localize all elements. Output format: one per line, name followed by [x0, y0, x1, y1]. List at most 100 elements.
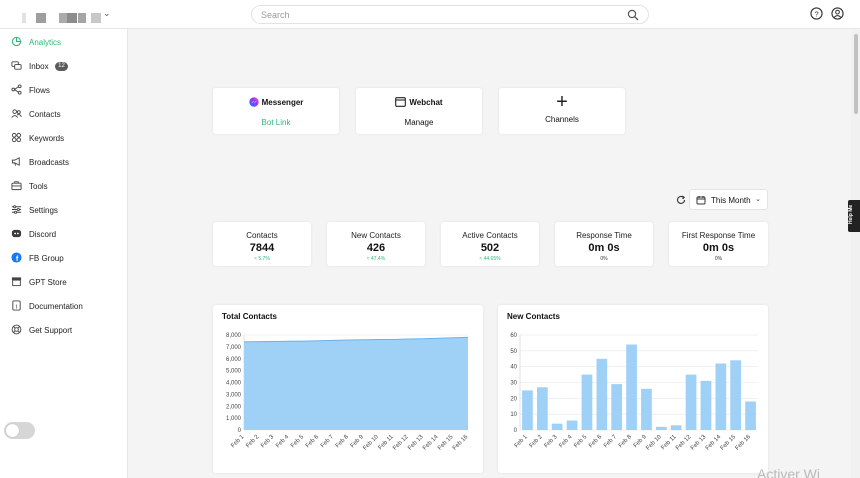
total-contacts-chart: 0 1,000 2,000 3,000 4,000 5,000 6,000 7,000 8,00…	[226, 333, 470, 452]
sidebar: Analytics Inbox 12 Flows Contacts Keywor…	[0, 29, 128, 478]
bar	[551, 423, 563, 430]
chart-title: Total Contacts	[222, 312, 277, 321]
sidebar-item-gpt-store[interactable]: GPT Store	[0, 273, 127, 293]
keywords-icon	[11, 132, 22, 143]
support-icon	[11, 324, 22, 335]
inbox-icon	[11, 61, 22, 70]
scrollbar-thumb[interactable]	[854, 34, 858, 114]
sidebar-item-label: Tools	[29, 182, 48, 191]
sidebar-item-label: Flows	[29, 86, 50, 95]
sidebar-item-settings[interactable]: Settings	[0, 201, 127, 221]
stat-change: 0%	[600, 256, 608, 262]
y-tick-label: 5,000	[226, 369, 242, 375]
sidebar-item-documentation[interactable]: i Documentation	[0, 297, 127, 317]
bar	[581, 374, 593, 430]
x-tick-label: Feb 3	[544, 434, 560, 450]
messenger-title: Messenger	[213, 97, 339, 107]
flows-icon	[11, 84, 22, 95]
analytics-icon	[11, 36, 22, 47]
page-scrollbar[interactable]	[851, 30, 860, 478]
bar	[685, 374, 697, 430]
theme-toggle[interactable]	[4, 422, 35, 439]
settings-icon	[11, 205, 22, 214]
stat-change: 0%	[714, 256, 723, 262]
sidebar-item-fb-group[interactable]: f FB Group	[0, 249, 127, 269]
y-tick-label: 30	[510, 381, 517, 387]
add-channel-card[interactable]: + Channels	[499, 88, 625, 134]
sidebar-item-label: GPT Store	[29, 278, 67, 287]
messenger-title-text: Messenger	[261, 98, 304, 107]
y-tick-label: 20	[510, 396, 517, 402]
y-tick-label: 3,000	[226, 392, 242, 398]
bar	[730, 360, 741, 430]
svg-text:i: i	[16, 303, 17, 310]
refresh-icon[interactable]	[676, 195, 686, 205]
discord-icon	[11, 229, 22, 238]
toggle-knob	[6, 424, 19, 437]
messenger-icon	[248, 97, 259, 107]
contacts-icon	[11, 109, 22, 118]
x-tick-label: Feb 5	[290, 434, 306, 450]
stat-value: 426	[366, 242, 386, 254]
bar	[745, 401, 756, 430]
sidebar-item-label: Settings	[29, 206, 58, 215]
search-input[interactable]	[261, 8, 621, 21]
add-channels-label: Channels	[545, 115, 579, 124]
sidebar-item-flows[interactable]: Flows	[0, 81, 127, 101]
y-tick-label: 8,000	[226, 333, 242, 339]
y-tick-label: 60	[510, 333, 517, 339]
help-me-tab[interactable]: Help Me	[848, 200, 860, 232]
broadcasts-icon	[11, 157, 20, 166]
search-icon[interactable]	[627, 9, 639, 21]
workspace-logo[interactable]	[22, 13, 102, 23]
inbox-count-badge: 12	[55, 62, 68, 71]
sidebar-item-inbox[interactable]: Inbox 12	[0, 57, 127, 77]
area-series-line	[243, 336, 469, 343]
total-contacts-chart-card: Total Contacts 0 1,000 2,000 3,000 4,000 5,00…	[213, 305, 483, 473]
manage-link[interactable]: Manage	[404, 118, 434, 127]
stat-card-first-response-time: First Response Time 0m 0s 0%	[669, 222, 768, 266]
documentation-icon: i	[12, 300, 21, 311]
bot-link[interactable]: Bot Link	[261, 118, 291, 127]
stat-value: 7844	[249, 242, 275, 254]
top-bar: ⌄ ?	[0, 0, 860, 29]
sidebar-item-label: Discord	[29, 230, 57, 239]
sidebar-item-contacts[interactable]: Contacts	[0, 105, 127, 125]
y-tick-label: 10	[510, 412, 517, 418]
sidebar-item-tools[interactable]: Tools	[0, 177, 127, 197]
y-tick-label: 7,000	[226, 345, 242, 351]
messenger-channel-card[interactable]: Messenger Bot Link	[213, 88, 339, 134]
new-contacts-chart-card: New Contacts 0 10 20 30 40 50 60 Feb 1 Feb 2 Feb …	[498, 305, 768, 473]
account-icon[interactable]	[831, 7, 844, 20]
sidebar-item-analytics[interactable]: Analytics	[0, 33, 127, 53]
sidebar-item-broadcasts[interactable]: Broadcasts	[0, 153, 127, 173]
sidebar-item-keywords[interactable]: Keywords	[0, 129, 127, 149]
plus-icon: +	[556, 91, 568, 113]
sidebar-item-label: Keywords	[29, 134, 65, 143]
bar	[715, 363, 727, 430]
activation-watermark: Activer Wi	[757, 466, 820, 478]
svg-text:f: f	[16, 254, 19, 263]
search-bar	[251, 5, 649, 24]
date-range-label: This Month	[711, 196, 751, 205]
x-tick-label: Feb 2	[245, 434, 261, 450]
workspace-chevron-down-icon[interactable]: ⌄	[103, 8, 111, 18]
stat-label: Active Contacts	[462, 231, 518, 240]
y-tick-label: 40	[510, 365, 517, 371]
help-circle-icon[interactable]: ?	[810, 7, 823, 20]
webchat-channel-card[interactable]: Webchat Manage	[356, 88, 482, 134]
y-tick-label: 1,000	[226, 416, 242, 422]
sidebar-item-get-support[interactable]: Get Support	[0, 321, 127, 341]
x-tick-label: Feb 10	[645, 434, 663, 452]
x-tick-label: Feb 3	[260, 434, 276, 450]
sidebar-item-discord[interactable]: Discord	[0, 225, 127, 245]
stat-card-new-contacts: New Contacts 426 ≈ 47.4%	[327, 222, 425, 266]
date-range-select[interactable]: This Month ⌄	[689, 189, 768, 210]
y-tick-label: 4,000	[226, 381, 242, 387]
webchat-title-text: Webchat	[409, 98, 443, 107]
y-tick-label: 0	[238, 428, 242, 434]
x-tick-label: Feb 4	[275, 434, 291, 450]
chart-title: New Contacts	[507, 312, 560, 321]
bar	[522, 390, 533, 430]
